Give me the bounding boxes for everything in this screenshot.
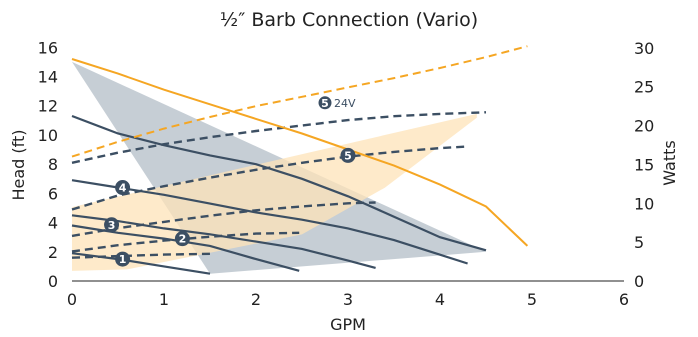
series-line-3-left	[71, 214, 376, 269]
y-tick-label: 16	[38, 38, 58, 57]
y-tick-label: 2	[48, 243, 58, 262]
x-tick-label: 2	[251, 290, 261, 309]
curve-marker-label: 4	[119, 182, 127, 195]
curve-marker-3	[104, 217, 120, 233]
y-tick-label: 10	[38, 126, 58, 145]
curve-marker-1	[115, 251, 131, 267]
curve-marker-label: 2	[179, 233, 187, 246]
series-line-5-right	[71, 111, 487, 164]
y2-tick-label: 30	[634, 39, 654, 58]
x-tick-label: 0	[67, 290, 77, 309]
y-tick-label: 6	[48, 184, 58, 203]
x-tick-label: 1	[159, 290, 169, 309]
x-tick-label: 4	[435, 290, 445, 309]
curve-marker-label: 5	[344, 149, 352, 162]
curve-marker-label: 1	[119, 253, 127, 266]
series-line-1-right	[71, 252, 211, 259]
x-tick-label: 5	[527, 290, 537, 309]
curve-marker-5	[340, 147, 356, 163]
series-line-1-left	[71, 252, 211, 275]
curve-marker-4	[115, 180, 131, 196]
y2-tick-label: 5	[634, 233, 644, 252]
y2-axis-label: Watts	[660, 140, 679, 185]
annotation-badge	[318, 96, 332, 110]
power-region	[72, 113, 477, 271]
series-line-4-right	[71, 145, 468, 211]
y2-tick-label: 10	[634, 194, 654, 213]
annotation-text: 24V	[334, 97, 356, 110]
curve-marker-2	[174, 231, 190, 247]
x-tick-label: 6	[619, 290, 629, 309]
series-line-5-left	[71, 58, 529, 247]
x-axis-label: GPM	[330, 315, 366, 334]
y2-tick-label: 0	[634, 272, 644, 291]
chart-series	[71, 45, 529, 275]
y-axis-label: Head (ft)	[9, 129, 28, 200]
y-tick-label: 14	[38, 68, 58, 87]
y-tick-label: 4	[48, 214, 58, 233]
chart-title: ½″ Barb Connection (Vario)	[220, 9, 478, 31]
annotation-badge-label: 5	[321, 97, 329, 110]
series-line-5-24v-right	[71, 45, 528, 158]
curve-marker-label: 3	[108, 219, 116, 232]
y2-tick-label: 25	[634, 78, 654, 97]
x-tick-label: 3	[343, 290, 353, 309]
chart-regions	[72, 61, 486, 274]
curve-markers: 1 2 3 4 5 5 24V	[104, 96, 356, 267]
series-line-5-left	[71, 114, 487, 252]
y-tick-label: 8	[48, 155, 58, 174]
y-tick-label: 0	[48, 272, 58, 291]
y2-tick-label: 20	[634, 117, 654, 136]
y2-tick-label: 15	[634, 155, 654, 174]
series-line-3-right	[71, 201, 376, 238]
y-tick-label: 12	[38, 97, 58, 116]
